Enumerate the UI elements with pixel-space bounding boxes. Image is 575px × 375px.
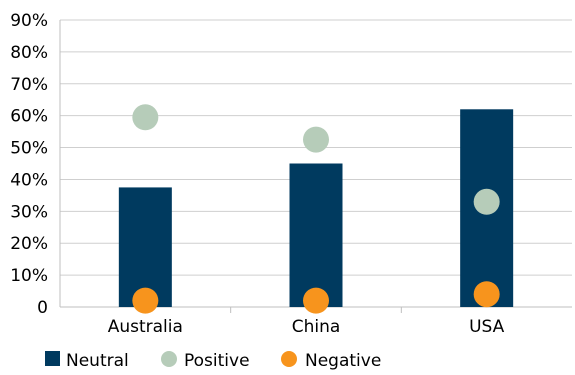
legend: Neutral Positive Negative [45, 351, 381, 371]
y-tick-labels: 0 10% 20% 30% 40% 50% 60% 70% 80% 90% [10, 11, 48, 318]
x-tick-label: USA [469, 317, 505, 337]
dot-positive-usa [473, 188, 500, 215]
dot-negative-china [303, 287, 329, 314]
bar-neutral-china [289, 163, 343, 307]
dot-negative-usa [473, 281, 500, 308]
dots-layer [132, 104, 500, 314]
bar-neutral-australia [118, 187, 172, 307]
dot-positive-australia [132, 104, 159, 131]
x-tick-label: Australia [108, 317, 183, 337]
legend-swatch-neutral [45, 351, 60, 366]
x-tick-label: China [292, 317, 341, 337]
legend-swatch-positive [161, 351, 177, 367]
dot-positive-china [303, 126, 329, 153]
y-tick-label: 40% [10, 170, 48, 190]
legend-label-negative: Negative [305, 351, 381, 371]
legend-label-positive: Positive [184, 351, 250, 371]
y-tick-label: 80% [10, 43, 48, 63]
dot-negative-australia [132, 287, 159, 314]
legend-label-neutral: Neutral [66, 351, 129, 371]
y-tick-label: 20% [10, 234, 48, 254]
bars-layer [118, 109, 514, 308]
y-tick-label: 90% [10, 11, 48, 31]
y-tick-label: 30% [10, 202, 48, 222]
y-tick-label: 50% [10, 139, 48, 159]
y-tick-label: 70% [10, 75, 48, 95]
x-tick-labels: Australia China USA [108, 317, 505, 337]
y-tick-label: 60% [10, 107, 48, 127]
y-tick-label: 10% [10, 266, 48, 286]
y-tick-label: 0 [37, 298, 48, 318]
legend-swatch-negative [281, 351, 297, 367]
